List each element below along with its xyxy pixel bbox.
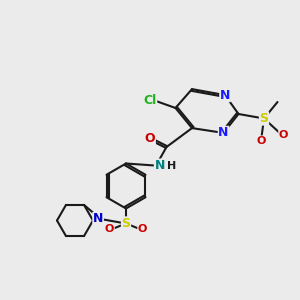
Text: S: S bbox=[122, 217, 130, 230]
Text: H: H bbox=[167, 160, 176, 171]
Text: O: O bbox=[105, 224, 114, 235]
Text: N: N bbox=[218, 126, 229, 140]
Text: S: S bbox=[260, 112, 268, 125]
Text: Cl: Cl bbox=[143, 94, 157, 107]
Text: N: N bbox=[220, 88, 230, 102]
Text: O: O bbox=[279, 130, 288, 140]
Text: N: N bbox=[154, 159, 165, 172]
Text: N: N bbox=[93, 212, 103, 226]
Text: O: O bbox=[256, 136, 266, 146]
Text: O: O bbox=[145, 131, 155, 145]
Text: O: O bbox=[138, 224, 147, 235]
